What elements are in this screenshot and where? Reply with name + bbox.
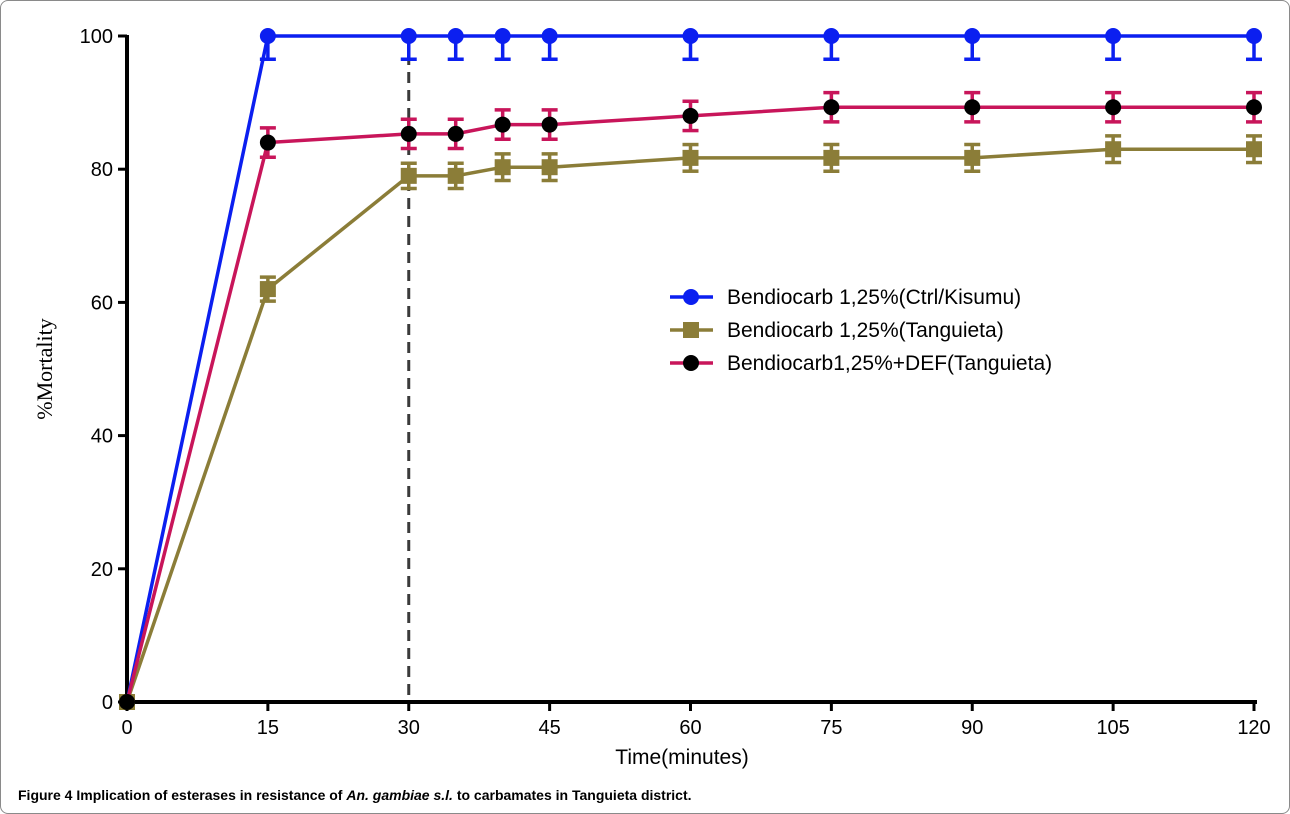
series-3 xyxy=(119,90,1262,710)
axes: 0 20 40 60 80 100 0 15 30 45 60 75 90 105 120 xyxy=(80,26,1271,739)
series-3-point-7 xyxy=(823,99,840,116)
series-2-point-10 xyxy=(1246,141,1262,158)
series-3-point-4 xyxy=(494,116,511,133)
legend-item-2: Bendiocarb 1,25%(Tanguieta) xyxy=(670,319,1004,342)
series-3-point-0 xyxy=(119,694,135,710)
series-3-point-1 xyxy=(259,134,276,151)
series-2-point-2 xyxy=(400,167,417,184)
series-3-line xyxy=(125,105,1254,703)
series-2-point-3 xyxy=(447,167,464,184)
series-2-point-5 xyxy=(541,159,558,176)
x-tick-label-15: 15 xyxy=(257,717,279,739)
y-tick-label-100: 100 xyxy=(80,26,113,48)
series-group xyxy=(119,28,1262,710)
x-axis-label: Time(minutes) xyxy=(615,746,748,769)
series-1 xyxy=(119,28,1262,710)
series-1-point-10 xyxy=(1246,28,1262,44)
series-2-point-6 xyxy=(682,149,699,166)
series-2-point-7 xyxy=(823,149,840,166)
series-2-point-9 xyxy=(1105,141,1122,158)
y-tick-label-60: 60 xyxy=(91,292,113,314)
x-tick-label-0: 0 xyxy=(121,717,132,739)
y-axis-label: %Mortality xyxy=(32,318,57,419)
x-tick-label-30: 30 xyxy=(398,717,420,739)
y-tick-label-0: 0 xyxy=(102,692,113,714)
series-1-point-5 xyxy=(541,28,558,44)
legend-marker-2 xyxy=(683,322,699,338)
legend-label-1: Bendiocarb 1,25%(Ctrl/Kisumu) xyxy=(727,286,1021,309)
legend-item-1: Bendiocarb 1,25%(Ctrl/Kisumu) xyxy=(670,286,1021,309)
y-tick-label-40: 40 xyxy=(91,426,113,448)
x-tick-label-60: 60 xyxy=(679,717,701,739)
legend-item-3: Bendiocarb1,25%+DEF(Tanguieta) xyxy=(670,352,1052,375)
series-2-point-1 xyxy=(259,281,276,298)
x-tick-label-90: 90 xyxy=(961,717,983,739)
series-1-point-2 xyxy=(400,28,417,44)
figure-label: Figure 4 xyxy=(18,787,73,803)
series-3-point-8 xyxy=(964,99,981,116)
x-tick-label-45: 45 xyxy=(539,717,561,739)
y-tick-label-80: 80 xyxy=(91,159,113,181)
series-3-point-2 xyxy=(400,125,417,142)
series-2-point-8 xyxy=(964,149,981,166)
series-1-point-8 xyxy=(964,28,981,44)
y-tick-label-20: 20 xyxy=(91,559,113,581)
x-tick-label-75: 75 xyxy=(820,717,842,739)
series-2-point-4 xyxy=(494,159,511,176)
series-1-point-9 xyxy=(1105,28,1122,44)
series-2-line xyxy=(125,147,1254,703)
series-3-point-10 xyxy=(1246,99,1262,116)
series-2 xyxy=(119,134,1262,710)
legend-marker-3 xyxy=(683,355,699,371)
series-1-point-6 xyxy=(682,28,699,44)
legend-marker-1 xyxy=(683,289,699,305)
legend-label-3: Bendiocarb1,25%+DEF(Tanguieta) xyxy=(727,352,1052,375)
series-3-point-6 xyxy=(682,107,699,124)
series-1-point-1 xyxy=(259,28,276,44)
series-1-point-3 xyxy=(447,28,464,44)
legend-label-2: Bendiocarb 1,25%(Tanguieta) xyxy=(727,319,1004,342)
caption-text-before: Implication of esterases in resistance o… xyxy=(72,787,347,803)
x-tick-label-120: 120 xyxy=(1237,717,1270,739)
figure-caption: Figure 4 Implication of esterases in res… xyxy=(18,787,1278,803)
x-tick-label-105: 105 xyxy=(1096,717,1129,739)
series-1-point-4 xyxy=(494,28,511,44)
series-3-point-5 xyxy=(541,116,558,133)
series-1-point-7 xyxy=(823,28,840,44)
series-3-point-3 xyxy=(447,125,464,142)
caption-text-after: to carbamates in Tanguieta district. xyxy=(452,787,692,803)
series-3-point-9 xyxy=(1105,99,1122,116)
legend: Bendiocarb 1,25%(Ctrl/Kisumu) Bendiocarb … xyxy=(670,286,1052,375)
caption-species: An. gambiae s.l. xyxy=(346,787,453,803)
